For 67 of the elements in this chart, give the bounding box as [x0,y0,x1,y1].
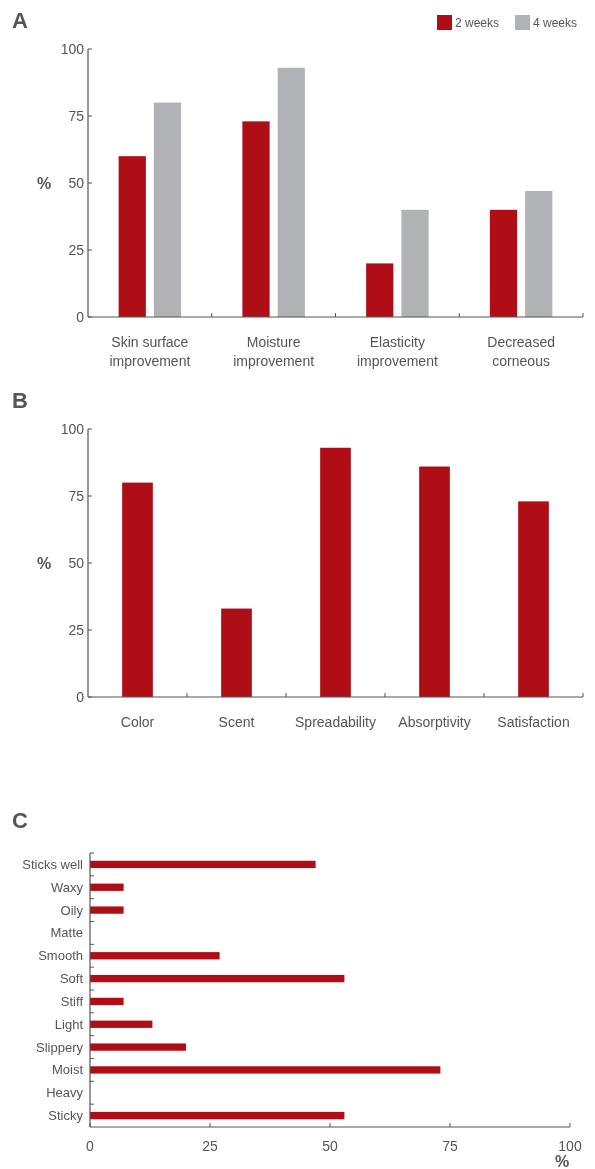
y-tick-label: 25 [68,241,85,258]
bar [122,482,153,697]
y-tick-label: Waxy [50,879,84,895]
x-axis-title: % [554,1153,570,1169]
bar [90,906,124,914]
bar [320,447,351,697]
bar [90,952,220,960]
bar [90,1111,345,1120]
bar [90,974,345,983]
y-tick-label: Smooth [38,948,83,964]
y-tick-label: Stiff [60,993,84,1009]
x-tick-label: 100 [558,1138,582,1154]
bar [90,997,124,1006]
bar [518,501,549,697]
bar [118,156,146,317]
bar [366,263,394,317]
x-tick-label: Satisfaction [497,714,570,730]
bar [90,1043,186,1051]
bar [90,1066,441,1074]
chart-title: C [12,808,28,833]
y-tick-label: 100 [60,420,85,437]
bar [221,608,252,697]
x-tick-label: Elasticity improvement [356,334,438,369]
bar [153,102,182,317]
x-tick-label: Scent [218,714,255,730]
y-tick-label: 75 [68,107,85,124]
y-tick-label: 50 [68,174,85,191]
y-tick-label: 50 [68,554,85,571]
bar [90,860,316,869]
legend-label: 2 weeks [455,16,500,31]
bar [525,191,553,317]
y-tick-label: Heavy [46,1085,84,1101]
x-tick-label: Color [120,714,155,730]
legend-label: 4 weeks [533,16,578,31]
y-tick-label: Slippery [36,1039,84,1055]
y-tick-label: Soft [59,971,84,987]
y-tick-label: Sticks well [22,856,84,872]
y-axis-title: % [36,174,52,192]
chart-title: A [12,8,28,33]
x-tick-label: Spreadability [295,714,376,730]
y-tick-label: 25 [68,621,85,638]
bar [277,67,305,317]
y-tick-label: Sticky [48,1108,84,1124]
y-tick-label: Moist [51,1062,84,1078]
bar [489,209,518,317]
y-tick-label: 0 [76,688,85,705]
x-tick-label: 0 [86,1138,95,1154]
y-tick-label: 100 [60,40,85,57]
chart-title: B [12,388,28,413]
bar [90,883,124,891]
bar [90,1020,153,1028]
bar [242,121,270,317]
y-axis-title: % [36,554,52,572]
x-tick-label: 50 [322,1138,338,1154]
y-tick-label: Oily [60,902,84,918]
x-tick-label: Decreased corneous [487,334,555,369]
x-tick-label: Skin surface improvement [109,334,191,369]
x-tick-label: 25 [202,1138,218,1154]
x-tick-label: Moisture improvement [233,334,315,369]
y-tick-label: Matte [50,925,83,941]
x-tick-label: Absorptivity [398,714,471,730]
x-tick-label: 75 [442,1138,458,1154]
y-tick-label: 0 [76,308,85,325]
y-tick-label: 75 [68,487,85,504]
y-tick-label: Light [54,1016,84,1032]
bar [419,466,450,697]
bar [401,209,429,317]
